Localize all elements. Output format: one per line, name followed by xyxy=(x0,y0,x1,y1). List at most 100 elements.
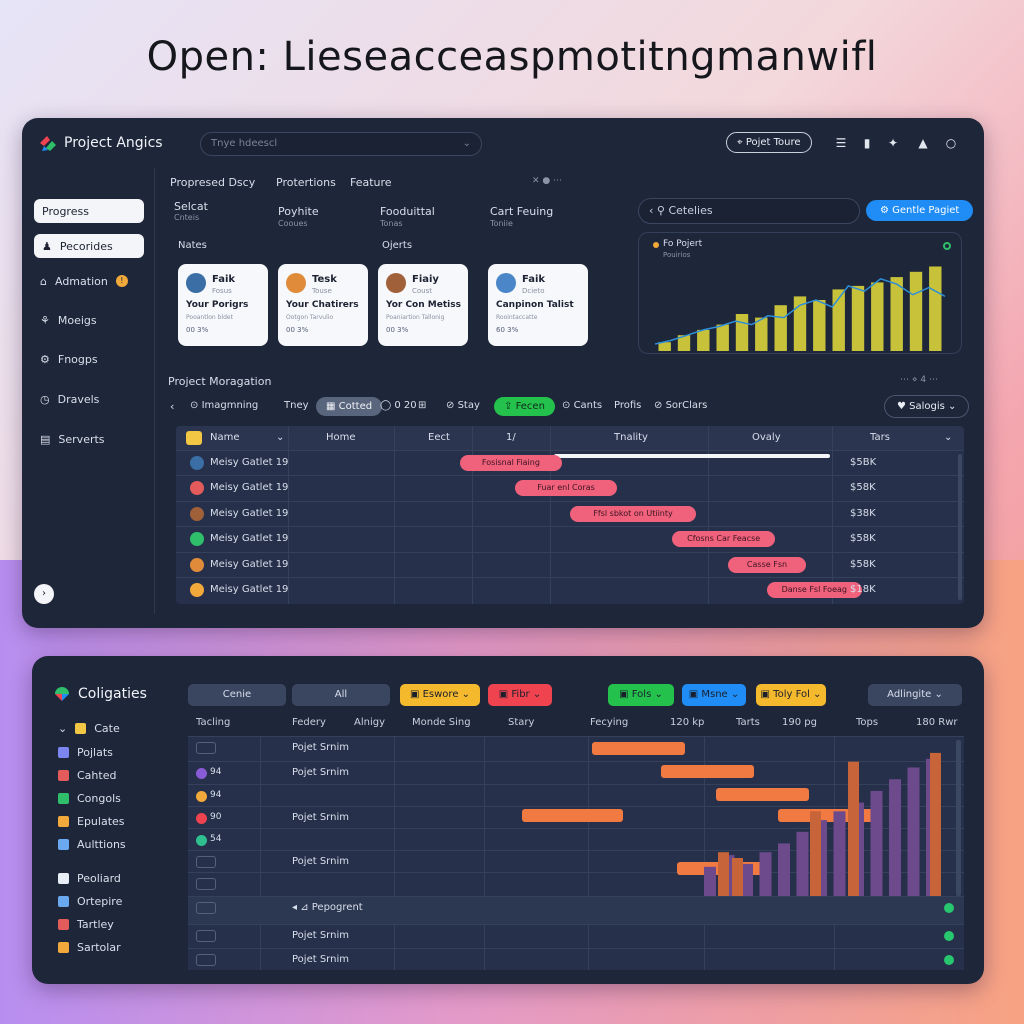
timeline-bar[interactable]: Casse Fsn xyxy=(727,556,807,573)
bell-icon[interactable]: ▲ xyxy=(918,136,928,150)
col-home[interactable]: Home xyxy=(326,432,356,443)
sidebar-item-fnogps[interactable]: ⚙ Fnogps xyxy=(40,352,98,366)
grid-icon[interactable]: ⊞ xyxy=(418,400,427,411)
sidebar-item-moeigs[interactable]: ⚘ Moeigs xyxy=(40,313,97,327)
row-checkbox[interactable] xyxy=(196,856,216,868)
tab-protertions[interactable]: Protertions xyxy=(276,176,336,189)
sidebar-item-progress[interactable]: Progress xyxy=(34,199,144,223)
sidebar-item-cahted[interactable]: Cahted xyxy=(52,765,172,785)
sidebar-item-pecorides[interactable]: ♟ Pecorides xyxy=(34,234,144,258)
col-tnality[interactable]: Tnality xyxy=(614,432,648,443)
sidebar-item-serverts[interactable]: ▤ Serverts xyxy=(40,432,105,446)
project-card[interactable]: Tesk Touse Your Chatirers Ootgon Tarvulio 0… xyxy=(278,264,368,346)
pm-controls-icon[interactable]: ⋯ ⋄ 4 ⋯ xyxy=(900,375,938,385)
col-federy[interactable]: Federy xyxy=(292,717,326,728)
toolbar-sorclars[interactable]: ⊘ SorClars xyxy=(654,400,708,411)
sidebar-item-cate[interactable]: ⌄ Cate xyxy=(52,718,172,738)
toolbar-msne[interactable]: ▣ Msne ⌄ xyxy=(682,684,746,706)
filter-fooduittal[interactable]: Fooduittal Tonas xyxy=(380,205,435,228)
toolbar-fols[interactable]: ▣ Fols ⌄ xyxy=(608,684,674,706)
tab-controls-icon[interactable]: ✕ ● ⋯ xyxy=(532,176,563,186)
sidebar-item-aulttions[interactable]: Aulttions xyxy=(52,834,172,854)
header-action-button[interactable]: ⌖ Pojet Toure xyxy=(726,132,812,153)
sidebar-item-dravels[interactable]: ◷ Dravels xyxy=(40,392,100,406)
col-tops[interactable]: Tops xyxy=(856,717,879,728)
back-arrow-icon[interactable]: ‹ xyxy=(170,400,175,413)
timeline-bar[interactable]: Fuar enl Coras xyxy=(514,480,618,497)
filter-poyhite[interactable]: Poyhite Cooues xyxy=(278,205,319,228)
toolbar-imagmning[interactable]: ⊙ Imagmning xyxy=(190,400,259,411)
sidebar-item-pojlats[interactable]: Pojlats xyxy=(52,742,172,762)
sidebar-item-ortepire[interactable]: Ortepire xyxy=(52,891,172,911)
project-card[interactable]: Fiaiy Coust Yor Con Metiss Poaniartion Tal… xyxy=(378,264,468,346)
row-checkbox[interactable] xyxy=(196,902,216,914)
sidebar-item-tartley[interactable]: Tartley xyxy=(52,914,172,934)
gantt-bar[interactable] xyxy=(591,742,685,755)
timeline-bar[interactable]: Ffsl sbkot on Utiinty xyxy=(570,505,697,522)
row-checkbox[interactable] xyxy=(196,954,216,966)
col-tacling[interactable]: Tacling xyxy=(196,717,231,728)
table-row[interactable]: Meisy Gatlet 19 Cfosns Car Feacse $58K xyxy=(176,526,964,551)
toolbar-cants[interactable]: ⊙ Cants xyxy=(562,400,603,411)
table-row[interactable] xyxy=(188,872,964,896)
table-row[interactable]: Meisy Gatlet 19 Ffsl sbkot on Utiinty $38K xyxy=(176,500,964,526)
menu-icon[interactable]: ☰ xyxy=(835,136,847,150)
col-tarts[interactable]: Tarts xyxy=(736,717,760,728)
table-row[interactable]: Meisy Gatlet 19 Danse Fsl Foeag $18K xyxy=(176,577,964,602)
table-row[interactable]: ◂ ⊿ Pepogrent xyxy=(188,896,964,924)
timeline-bar[interactable]: Fosisnal Fiaing xyxy=(459,455,563,471)
table-row[interactable]: 94 Pojet Srnim xyxy=(188,761,964,784)
col-120-kp[interactable]: 120 kp xyxy=(670,717,705,728)
toolbar-stay[interactable]: ⊘ Stay xyxy=(446,400,480,411)
filter-selcat[interactable]: Selcat Cnteis xyxy=(174,200,208,222)
salogis-dropdown[interactable]: ♥ Salogis ⌄ xyxy=(884,395,970,418)
table-row[interactable]: Pojet Srnim xyxy=(188,850,964,872)
table-row[interactable]: Meisy Gatlet 19 Casse Fsn $58K xyxy=(176,551,964,577)
table-row[interactable]: Meisy Gatlet 19 Fosisnal Fiaing $5BK xyxy=(176,450,964,475)
toolbar-adlingite[interactable]: Adlingite ⌄ xyxy=(868,684,962,706)
col-stary[interactable]: Stary xyxy=(508,717,535,728)
project-card[interactable]: Faik Dcieto Canpinon Talist Roointaccatte 6… xyxy=(488,264,588,346)
table-row[interactable]: Meisy Gatlet 19 Fuar enl Coras $58K xyxy=(176,475,964,500)
col-name[interactable]: Name xyxy=(210,432,240,443)
col-slash[interactable]: 1/ xyxy=(506,432,516,443)
table-row[interactable]: 54 xyxy=(188,828,964,850)
create-project-button[interactable]: ⚙ Gentle Pagiet xyxy=(866,200,974,221)
row-checkbox[interactable] xyxy=(196,930,216,942)
toolbar-cotted[interactable]: ▦ Cotted xyxy=(316,397,383,416)
table-row[interactable]: Pojet Srnim xyxy=(188,948,964,970)
expand-sidebar-button[interactable]: › xyxy=(34,584,54,604)
sidebar-item-admation[interactable]: ⌂ Admation! xyxy=(34,269,144,293)
table-row[interactable]: 90 Pojet Srnim xyxy=(188,806,964,828)
filter-cart-feuing[interactable]: Cart Feuing Toniie xyxy=(490,205,554,228)
toolbar-fecen[interactable]: ⇪ Fecen xyxy=(494,397,555,416)
timeline-bar[interactable]: Danse Fsl Foeag xyxy=(767,582,862,598)
toolbar-eswore[interactable]: ▣ Eswore ⌄ xyxy=(400,684,480,706)
search-input[interactable]: Tnye hdeescl ⌄ xyxy=(200,132,482,156)
gantt-bar[interactable] xyxy=(661,765,755,778)
toolbar-profis[interactable]: Profis xyxy=(614,400,642,411)
sidebar-item-peoliard[interactable]: Peoliard xyxy=(52,868,172,888)
col-ovaly[interactable]: Ovaly xyxy=(752,432,781,443)
chevron-down-icon[interactable]: ⌄ xyxy=(58,721,68,735)
chevron-down-icon[interactable]: ⌄ xyxy=(944,432,953,443)
toolbar-cenie[interactable]: Cenie xyxy=(188,684,286,706)
scrollbar[interactable] xyxy=(956,740,961,896)
book-icon[interactable]: ▮ xyxy=(863,136,871,150)
timeline-bar[interactable]: Cfosns Car Feacse xyxy=(672,531,775,548)
toolbar-toly-fol[interactable]: ▣ Toly Fol ⌄ xyxy=(756,684,826,706)
chevron-down-icon[interactable]: ⌄ xyxy=(276,432,285,443)
sidebar-item-congols[interactable]: Congols xyxy=(52,788,172,808)
scrollbar[interactable] xyxy=(958,454,962,600)
project-card[interactable]: Faik Fosus Your Porigrs Pooantlon bldet 00 … xyxy=(178,264,268,346)
search-icon[interactable]: ○ xyxy=(945,136,957,150)
toolbar-count[interactable]: ◯ 0 20 xyxy=(380,400,417,411)
col-180-rwr[interactable]: 180 Rwr xyxy=(916,717,958,728)
gantt-bar[interactable] xyxy=(715,788,809,801)
toolbar-tney[interactable]: Tney xyxy=(284,400,309,411)
table-row[interactable]: Pojet Srnim xyxy=(188,736,964,761)
col-190-pg[interactable]: 190 pg xyxy=(782,717,817,728)
toolbar-all[interactable]: All xyxy=(292,684,390,706)
toolbar-fibr[interactable]: ▣ Fibr ⌄ xyxy=(488,684,552,706)
tab-feature[interactable]: Feature xyxy=(350,176,392,189)
